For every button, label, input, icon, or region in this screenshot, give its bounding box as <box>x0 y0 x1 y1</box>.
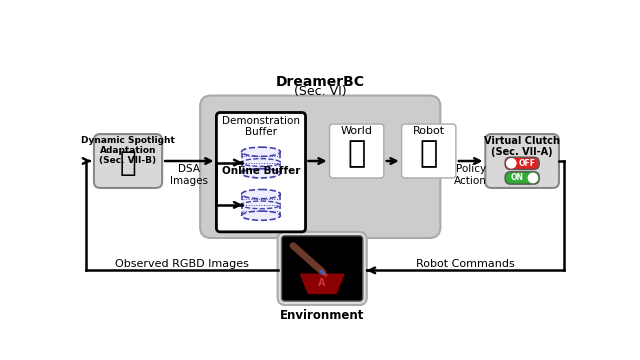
Text: (Sec. VI): (Sec. VI) <box>294 85 347 98</box>
Text: Demonstration
Buffer: Demonstration Buffer <box>222 116 300 137</box>
Text: OFF: OFF <box>518 159 535 168</box>
Text: DSA
Images: DSA Images <box>170 164 208 186</box>
Ellipse shape <box>241 169 280 178</box>
Text: Environment: Environment <box>280 309 364 322</box>
Text: 🤖: 🤖 <box>420 139 438 168</box>
FancyBboxPatch shape <box>200 95 440 238</box>
FancyBboxPatch shape <box>278 232 367 305</box>
Text: ON: ON <box>511 174 524 183</box>
Text: DreamerBC: DreamerBC <box>276 75 365 89</box>
Text: A: A <box>319 278 326 288</box>
FancyBboxPatch shape <box>241 194 280 216</box>
Text: Dynamic Spotlight
Adaptation
(Sec. VII-B): Dynamic Spotlight Adaptation (Sec. VII-B… <box>81 136 175 165</box>
Text: Virtual Clutch
(Sec. VII-A): Virtual Clutch (Sec. VII-A) <box>484 136 560 157</box>
Ellipse shape <box>241 159 280 166</box>
FancyBboxPatch shape <box>94 134 162 188</box>
Text: 🌍: 🌍 <box>348 139 366 168</box>
Text: Robot Commands: Robot Commands <box>416 259 515 269</box>
FancyBboxPatch shape <box>402 124 456 178</box>
Polygon shape <box>301 274 344 293</box>
Text: Online Buffer: Online Buffer <box>222 166 300 176</box>
FancyBboxPatch shape <box>330 124 384 178</box>
Circle shape <box>529 173 538 183</box>
Text: World: World <box>340 126 372 136</box>
Text: Policy
Action: Policy Action <box>454 164 487 186</box>
Circle shape <box>507 159 516 168</box>
Ellipse shape <box>241 201 280 209</box>
Text: Observed RGBD Images: Observed RGBD Images <box>115 259 249 269</box>
FancyBboxPatch shape <box>216 112 305 232</box>
FancyBboxPatch shape <box>485 134 559 188</box>
Ellipse shape <box>241 189 280 199</box>
Ellipse shape <box>241 211 280 220</box>
Ellipse shape <box>241 147 280 156</box>
FancyBboxPatch shape <box>505 157 539 170</box>
FancyBboxPatch shape <box>282 236 363 301</box>
Text: 🔍: 🔍 <box>120 149 136 177</box>
Text: Robot: Robot <box>413 126 445 136</box>
FancyBboxPatch shape <box>505 172 539 184</box>
FancyBboxPatch shape <box>241 152 280 173</box>
